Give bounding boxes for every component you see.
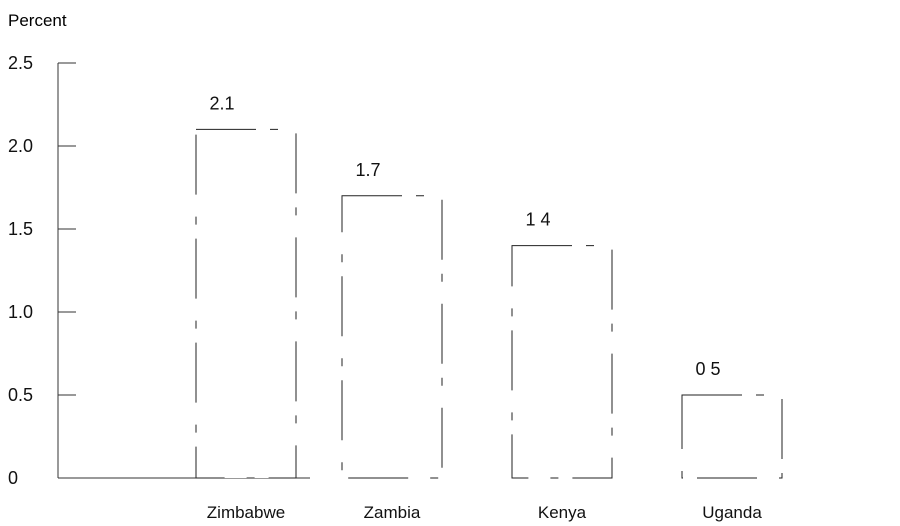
data-label: 0 5	[695, 359, 720, 379]
category-label: Uganda	[702, 503, 762, 522]
bar-zambia	[341, 195, 443, 479]
bars	[195, 128, 783, 479]
category-label: Zambia	[364, 503, 421, 522]
data-label: 2.1	[209, 93, 234, 113]
category-labels: Zimbabwe Zambia Kenya Uganda	[207, 503, 763, 522]
y-tick-label: 1.0	[8, 302, 33, 322]
y-axis-label: Percent	[8, 11, 67, 30]
data-label: 1.7	[355, 160, 380, 180]
y-tick-label: 1.5	[8, 219, 33, 239]
bar-kenya	[511, 245, 613, 479]
data-labels: 2.1 1.7 1 4 0 5	[209, 93, 720, 379]
bar-uganda	[681, 394, 783, 479]
y-tick-label: 2.5	[8, 53, 33, 73]
y-tick-label: 0	[8, 468, 18, 488]
category-label: Zimbabwe	[207, 503, 285, 522]
bar-zimbabwe	[195, 128, 297, 479]
y-tick-label: 0.5	[8, 385, 33, 405]
category-label: Kenya	[538, 503, 587, 522]
y-tick-label: 2.0	[8, 136, 33, 156]
data-label: 1 4	[525, 210, 550, 230]
